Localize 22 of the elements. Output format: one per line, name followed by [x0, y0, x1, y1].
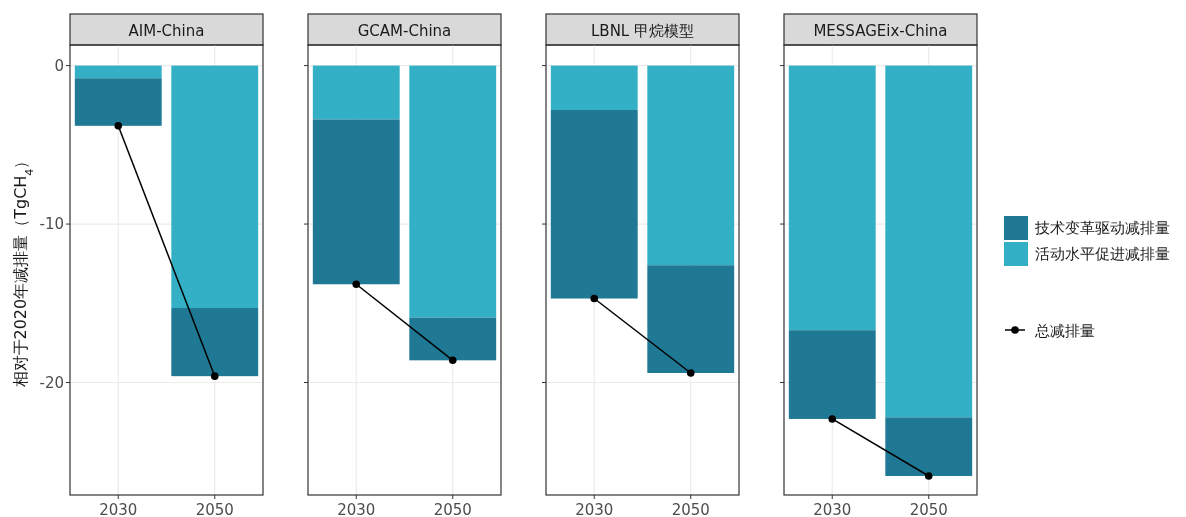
y-tick-label: 0 — [54, 56, 64, 75]
y-tick-label: -10 — [39, 215, 64, 234]
x-tick-label: 2050 — [195, 501, 234, 517]
x-tick-label: 2030 — [813, 501, 852, 517]
chart-title: AIM-China — [128, 22, 205, 40]
bar — [74, 65, 162, 79]
bar — [74, 78, 162, 126]
legend-label: 技术变革驱动减排量 — [1034, 219, 1170, 237]
x-tick-label: 2030 — [575, 501, 614, 517]
x-tick-label: 2030 — [337, 501, 376, 517]
bar — [171, 65, 259, 309]
y-tick-label: -20 — [39, 373, 64, 392]
chart-title: MESSAGEix-China — [813, 22, 948, 40]
bar — [171, 308, 259, 377]
x-tick-label: 2050 — [671, 501, 710, 517]
chart-title: LBNL 甲烷模型 — [591, 22, 694, 40]
x-tick-label: 2050 — [909, 501, 948, 517]
legend-label: 总减排量 — [1034, 322, 1095, 340]
legend-label: 活动水平促进减排量 — [1035, 245, 1170, 263]
chart-title: GCAM-China — [357, 22, 452, 40]
x-tick-label: 2030 — [99, 501, 138, 517]
x-tick-label: 2050 — [433, 501, 472, 517]
